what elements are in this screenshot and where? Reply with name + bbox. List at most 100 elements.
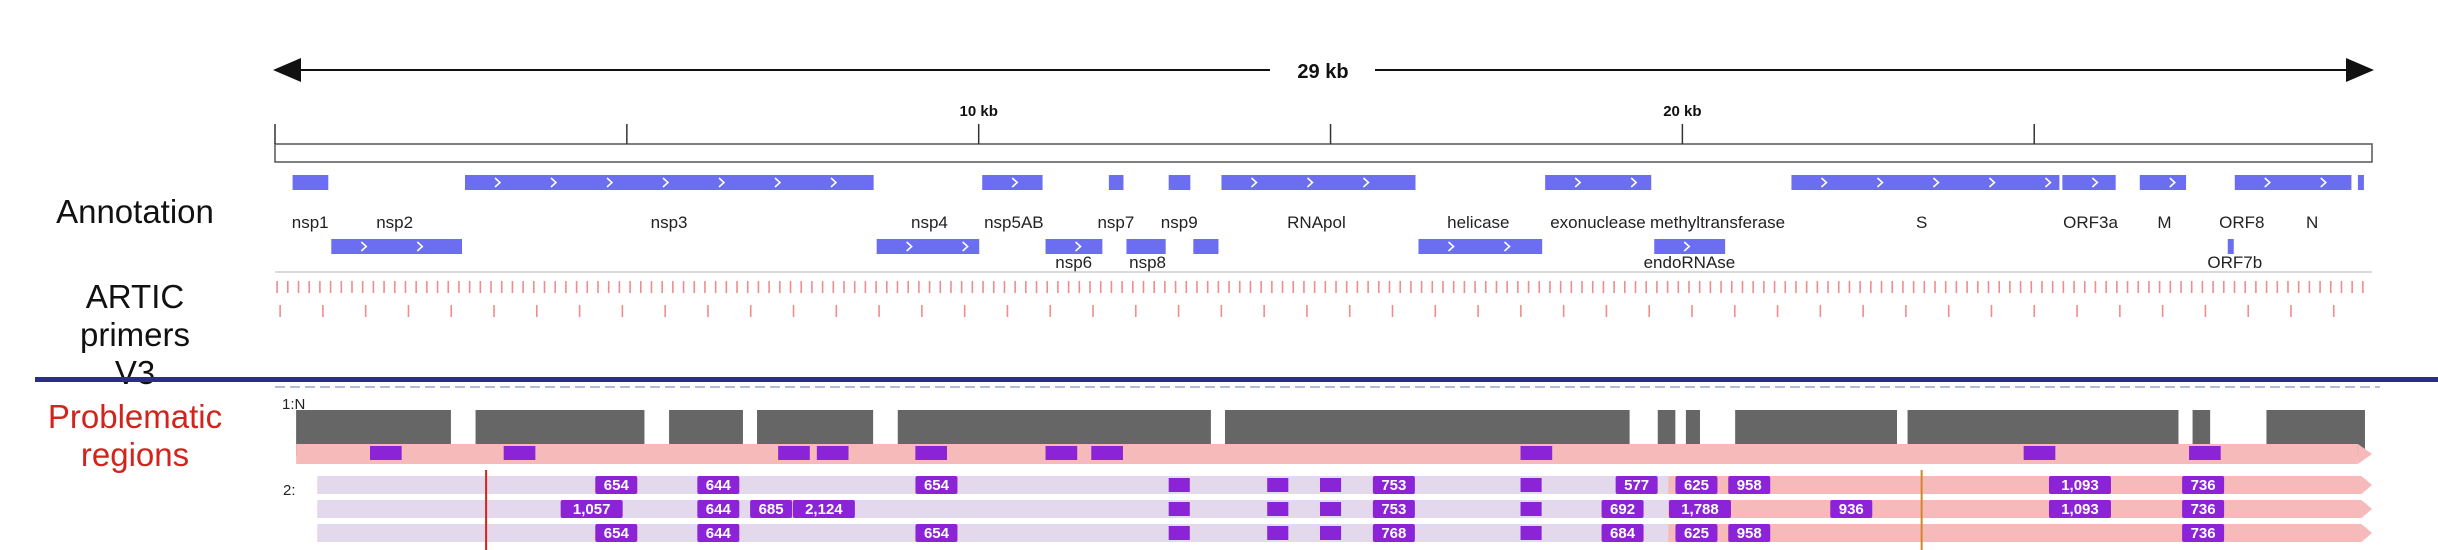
gene-direction-chevron — [1075, 241, 1082, 252]
badge-label: 958 — [1737, 477, 1762, 494]
badge-box — [1601, 500, 1644, 518]
badge-box — [792, 500, 855, 518]
gene-label: nsp9 — [1161, 213, 1198, 232]
gene-label: S — [1916, 213, 1927, 232]
badge-label: 736 — [2191, 525, 2216, 542]
read-marker — [1319, 478, 1342, 492]
gene-bar — [1108, 175, 1124, 190]
gene-direction-chevron — [1503, 241, 1511, 252]
gene-direction-chevron — [416, 241, 424, 252]
gene-bar — [982, 175, 1043, 190]
badge-box — [2182, 500, 2225, 518]
badge-box — [915, 524, 958, 542]
gene-label: nsp2 — [376, 213, 413, 232]
gene-label: methyltransferase — [1650, 213, 1785, 232]
gene-bar — [464, 175, 874, 190]
gene-direction-chevron — [550, 177, 558, 188]
ruler-box — [274, 143, 2373, 163]
problem-marker — [369, 446, 402, 460]
gene-bar — [1791, 175, 2060, 190]
read-marker — [1168, 502, 1190, 516]
gene-direction-chevron — [662, 177, 670, 188]
read-marker — [1520, 478, 1542, 492]
badge-box — [1372, 476, 1415, 494]
problem-marker — [2189, 446, 2221, 460]
badge-box — [595, 476, 638, 494]
problem-band — [296, 444, 2372, 464]
gene-direction-chevron — [1362, 177, 1370, 188]
gene-direction-chevron — [494, 177, 502, 188]
badge-box — [1372, 500, 1415, 518]
problem-marker — [778, 446, 810, 460]
gene-label: exonuclease — [1550, 213, 1645, 232]
gene-label: ORF8 — [2219, 213, 2264, 232]
badge-label: 654 — [604, 477, 630, 494]
gene-label: nsp4 — [911, 213, 948, 232]
gene-direction-chevron — [962, 241, 969, 252]
badge-label: 654 — [604, 525, 630, 542]
problematic-label-line2: regions — [80, 436, 190, 473]
read-marker — [1319, 502, 1342, 516]
badge-box — [1601, 524, 1644, 542]
gene-bar — [2234, 175, 2352, 190]
gene-direction-chevron — [1630, 177, 1638, 188]
gene-direction-chevron — [2320, 177, 2327, 188]
gene-bar — [292, 175, 329, 190]
read-row-problem — [1668, 500, 2362, 518]
badge-label: 936 — [1839, 501, 1864, 518]
read-marker — [1168, 478, 1190, 492]
gene-direction-chevron — [774, 177, 782, 188]
read-row-problem — [1668, 476, 2362, 494]
badge-box — [560, 500, 623, 518]
gene-label: nsp3 — [651, 213, 688, 232]
problem-marker — [2023, 446, 2056, 460]
gene-direction-chevron — [606, 177, 614, 188]
read-marker — [1267, 526, 1289, 540]
badge-label: 625 — [1684, 477, 1709, 494]
gene-direction-chevron — [1447, 241, 1455, 252]
gene-bar — [1126, 239, 1166, 254]
coverage-row-label: 1:N — [282, 396, 305, 413]
read-marker — [1319, 526, 1342, 540]
gene-bar — [2062, 175, 2116, 190]
read-marker — [1267, 502, 1289, 516]
gene-label: nsp8 — [1129, 253, 1166, 272]
read-marker — [1168, 526, 1190, 540]
problem-marker — [503, 446, 536, 460]
badge-label: 644 — [706, 477, 732, 494]
badge-label: 692 — [1610, 501, 1635, 518]
gene-bar — [1193, 239, 1219, 254]
gene-direction-chevron — [1250, 177, 1258, 188]
read-row-arrowhead — [2361, 524, 2372, 542]
gene-direction-chevron — [1988, 177, 1996, 188]
genes-row1 — [292, 175, 2364, 190]
badge-box — [2048, 476, 2111, 494]
gene-label: ORF3a — [2063, 213, 2118, 232]
badge-label: 1,788 — [1681, 501, 1719, 518]
gene-direction-chevron — [1876, 177, 1884, 188]
read-marker — [1267, 478, 1289, 492]
gene-label: M — [2157, 213, 2171, 232]
badge-label: 958 — [1737, 525, 1762, 542]
gene-direction-chevron — [360, 241, 368, 252]
primers-track — [276, 281, 2364, 317]
problem-band-bar — [296, 444, 2358, 464]
gene-direction-chevron — [1574, 177, 1582, 188]
badge-label: 768 — [1381, 525, 1406, 542]
badge-label: 684 — [1610, 525, 1636, 542]
badge-label: 736 — [2191, 501, 2216, 518]
badge-label: 2,124 — [805, 501, 843, 518]
gene-bar — [1545, 175, 1652, 190]
badge-label: 753 — [1381, 501, 1406, 518]
gene-label: N — [2306, 213, 2318, 232]
read-rows-label: 2: — [283, 482, 296, 499]
badge-label: 577 — [1624, 477, 1649, 494]
badge-box — [1615, 476, 1658, 494]
gene-direction-chevron — [718, 177, 726, 188]
problem-marker — [915, 446, 948, 460]
gene-direction-chevron — [2091, 177, 2099, 188]
gene-labels: nsp1 nsp2 nsp3 nsp4 nsp5AB nsp7 nsp9 RNApol heli… — [292, 213, 2319, 272]
badge-label: 1,093 — [2061, 501, 2099, 518]
primers-track-label: ARTIC primers V3 — [30, 278, 240, 392]
